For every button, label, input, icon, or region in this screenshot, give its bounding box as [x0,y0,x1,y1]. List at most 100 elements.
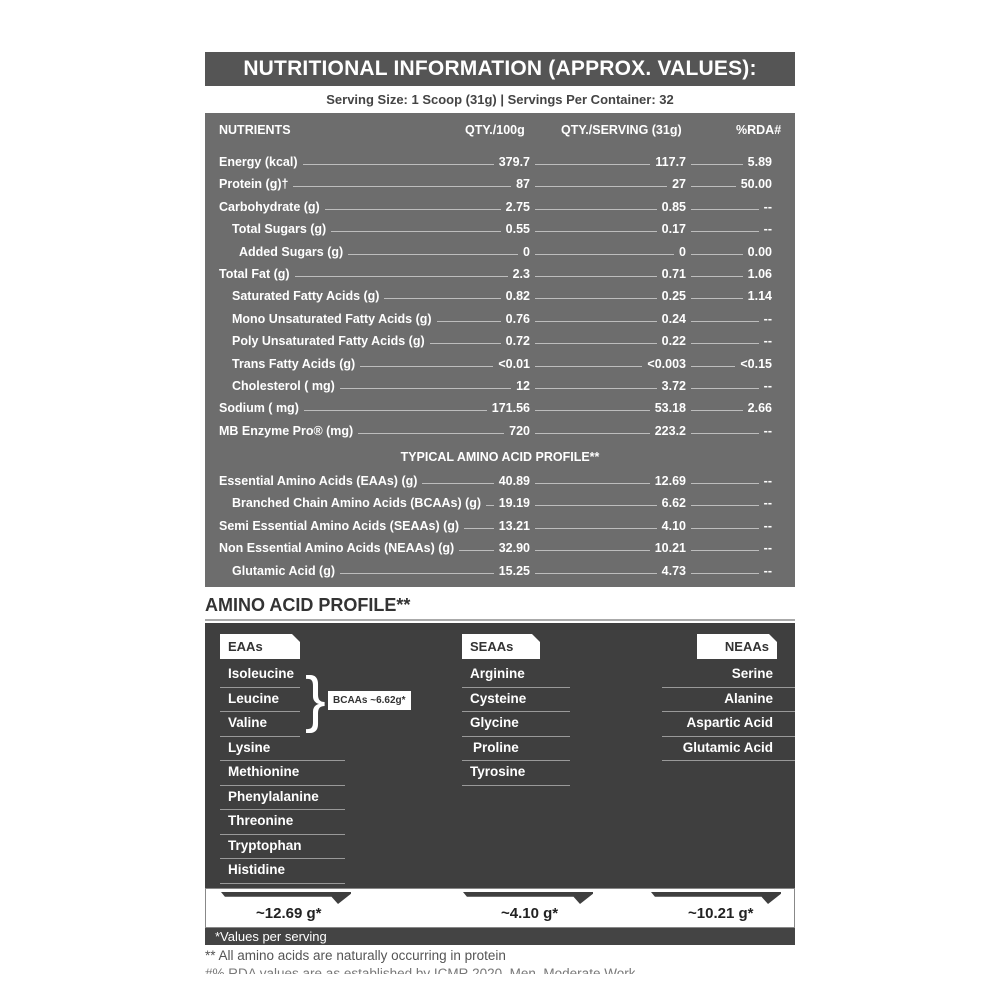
leader-line [293,186,512,188]
leader-line [691,388,759,389]
leader-line [339,388,512,389]
leader-line [535,410,650,412]
leader-line [464,527,494,529]
arrow-shape [651,892,781,904]
leader-line [691,231,759,233]
seaa-item: Arginine [462,663,570,688]
rda-value: -- [763,541,772,556]
nutrient-name: Sodium ( mg) [219,401,299,416]
eaa-item: Phenylalanine [220,786,345,810]
nutrient-name: Poly Unsaturated Fatty Acids (g) [232,334,425,349]
footnote: ** All amino acids are naturally occurri… [205,948,506,963]
rda-value: 50.00 [740,177,772,192]
nutrient-name: Saturated Fatty Acids (g) [232,289,380,304]
leader-line [691,505,759,507]
eaas-total: ~12.69 g* [256,905,322,922]
neaas-total: ~10.21 g* [688,905,754,922]
qty-per-serving: 27 [672,177,686,192]
eaa-item: Isoleucine [220,663,300,688]
qty-per-serving: 10.21 [654,541,686,556]
qty-per-serving: 0.25 [661,289,686,304]
qty-per-100g: 720 [509,423,530,438]
eaa-item: Leucine [220,688,300,712]
page-title: NUTRITIONAL INFORMATION (APPROX. VALUES)… [205,52,795,86]
leader-line [691,527,759,529]
table-row: Total Sugars (g) 0.55 0.17 -- [219,216,777,236]
nutrient-name: Mono Unsaturated Fatty Acids (g) [232,311,432,326]
leader-line [691,186,736,188]
qty-per-serving: <0.003 [647,356,686,371]
leader-line [340,572,494,574]
nutrient-name: Non Essential Amino Acids (NEAAs) (g) [219,541,455,556]
leader-line [691,365,736,367]
arrow-shape [221,892,351,904]
table-row: Trans Fatty Acids (g) <0.01 <0.003 <0.15 [219,351,777,371]
leader-line [691,483,759,484]
qty-per-100g: 0 [523,244,530,259]
leader-line [348,253,519,255]
eaa-item: Tryptophan [220,835,345,859]
qty-per-100g: 19.19 [498,496,530,511]
table-row: Protein (g)† 87 27 50.00 [219,171,777,191]
leader-line [535,276,657,277]
rda-value: 2.66 [747,401,772,416]
leader-line [691,343,759,345]
leader-line [459,550,494,552]
leader-line [429,343,501,345]
leader-line [691,208,759,210]
rda-value: -- [763,311,772,326]
leader-line [535,343,657,345]
nutrient-name: Total Fat (g) [219,267,290,281]
leader-line [535,365,643,367]
leader-line [535,298,657,300]
table-row: Total Fat (g) 2.3 0.71 1.06 [219,261,777,281]
leader-line [331,231,501,233]
qty-per-100g: 0.55 [505,222,530,237]
leader-line [691,550,759,552]
qty-per-100g: 379.7 [498,155,530,169]
table-row: Added Sugars (g) 0 0 0.00 [219,239,777,259]
leader-line [384,298,501,300]
leader-line [324,208,501,210]
qty-per-100g: 40.89 [498,474,530,488]
table-row: Cholesterol ( mg) 12 3.72 -- [219,373,777,393]
rda-value: -- [763,496,772,511]
leader-line [535,253,675,255]
nutrient-name: Protein (g)† [219,177,289,192]
rda-value: -- [763,199,772,214]
rda-value: -- [763,423,772,438]
leader-line [535,550,650,552]
footer-note: *Values per serving [205,928,795,945]
table-row: Saturated Fatty Acids (g) 0.82 0.25 1.14 [219,283,777,303]
qty-per-serving: 53.18 [654,401,686,416]
qty-per-serving: 117.7 [655,155,686,169]
leader-line [535,231,657,233]
leader-line [302,164,494,165]
header-rda: %RDA# [736,123,782,137]
neaa-item: Alanine [662,688,795,712]
leader-line [691,410,743,412]
leader-line [535,483,650,484]
leader-line [691,320,759,322]
leader-line [486,505,494,507]
qty-per-100g: 12 [516,379,530,393]
table-row: MB Enzyme Pro® (mg) 720 223.2 -- [219,418,777,438]
nutrient-name: Semi Essential Amino Acids (SEAAs) (g) [219,518,460,533]
amino-profile-title: AMINO ACID PROFILE** [205,595,411,615]
leader-line [535,505,657,507]
leader-line [358,432,505,434]
seaas-total: ~4.10 g* [501,905,559,922]
qty-per-serving: 6.62 [661,496,686,511]
table-row: Mono Unsaturated Fatty Acids (g) 0.76 0.2… [219,306,777,326]
qty-per-serving: 4.73 [661,563,686,578]
qty-per-serving: 0.17 [661,222,686,237]
qty-per-100g: 0.82 [505,289,530,304]
nutrient-name: Essential Amino Acids (EAAs) (g) [219,474,418,488]
rda-value: 5.89 [747,155,772,169]
nutrient-name: Glutamic Acid (g) [232,563,336,578]
neaa-item: Serine [662,663,795,688]
qty-per-100g: 2.3 [512,267,530,281]
table-row: Energy (kcal) 379.7 117.7 5.89 [219,149,777,169]
leader-line [535,208,657,210]
footnote-rda: #% RDA values are as established by ICMR… [205,966,636,974]
